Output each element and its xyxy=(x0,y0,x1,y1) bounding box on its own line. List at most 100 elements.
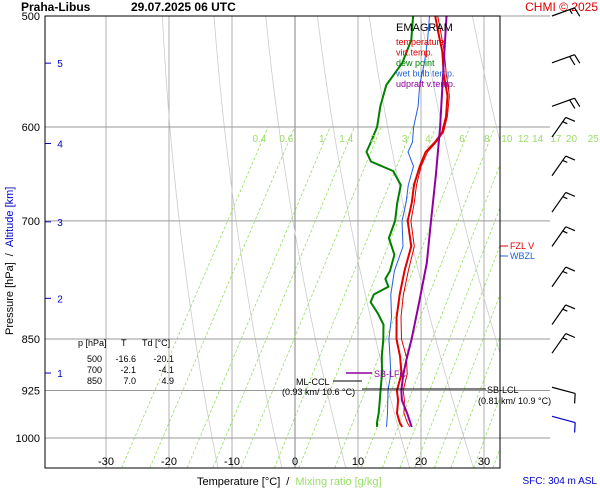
wind-barb-staff xyxy=(551,333,567,354)
pressure-tick-label: 1000 xyxy=(16,433,40,445)
mixing-ratio-tick-label: 25 xyxy=(588,134,600,145)
station-name: Praha-Libus xyxy=(21,0,91,14)
wind-barb-feather xyxy=(574,393,576,404)
wind-barb-staff xyxy=(551,54,575,64)
temperature-tick-label: 0 xyxy=(292,456,298,468)
mixing-ratio-tick-label: 2 xyxy=(370,134,376,145)
credit-label: CHMI © 2025 xyxy=(525,0,598,14)
table-cell: 4.9 xyxy=(161,376,174,386)
pressure-tick-label: 700 xyxy=(22,216,40,228)
wind-barb-staff xyxy=(551,155,567,177)
mixing-ratio-line xyxy=(212,126,355,468)
mixing-ratio-tick-label: 0.6 xyxy=(279,134,293,145)
table-header: p [hPa] xyxy=(78,338,107,348)
table-cell: -2.1 xyxy=(120,365,136,375)
profile-lines xyxy=(365,16,450,428)
mixing-ratio-line xyxy=(240,126,382,468)
plot-frame xyxy=(44,15,501,469)
dry-adiabat-line xyxy=(420,16,500,355)
wind-barb-feather xyxy=(574,7,581,17)
dry-adiabat-grid xyxy=(161,16,500,468)
mixing-ratio-tick-label: 12 xyxy=(518,134,530,145)
wind-barb-feather xyxy=(562,230,568,234)
x-axis-separator: / xyxy=(286,476,290,488)
wind-barb-feather xyxy=(565,266,576,272)
table-cell: 7.0 xyxy=(123,376,136,386)
altitude-tick-label: 4 xyxy=(57,139,63,150)
temperature-tick-label: -30 xyxy=(98,456,114,468)
table-cell: 500 xyxy=(87,354,102,364)
wind-barb-staff xyxy=(551,192,567,213)
altitude-tick-label: 1 xyxy=(57,369,63,380)
wind-barb-staff xyxy=(551,386,576,395)
mixing-ratio-tick-label: 17 xyxy=(550,134,562,145)
pressure-tick-label: 850 xyxy=(22,334,40,346)
wind-barb-feather xyxy=(569,56,576,66)
dry-adiabat-line xyxy=(316,16,410,468)
y-axis-separator: / xyxy=(4,252,16,256)
x-axis-mixing-ratio-label: Mixing ratio [g/kg] xyxy=(295,476,381,488)
pressure-tick-label: 600 xyxy=(22,122,40,134)
table-header: Td [°C] xyxy=(142,338,170,348)
mixing-ratio-tick-label: 3 xyxy=(402,134,408,145)
wind-barb-feather xyxy=(562,159,568,163)
wind-barb-feather xyxy=(569,99,576,109)
temperature-tick-label: 20 xyxy=(415,456,427,468)
altitude-tick-label: 2 xyxy=(57,294,63,305)
mixing-ratio-line xyxy=(273,126,414,468)
legend-title: EMAGRAM xyxy=(396,22,453,34)
temperature-tick-label: -10 xyxy=(224,456,240,468)
y-axis-title: Pressure [hPa] / Altitude [km] xyxy=(4,187,16,335)
temperature-tick-label: -20 xyxy=(161,456,177,468)
updraft-line xyxy=(400,16,448,428)
wind-barb-feather xyxy=(562,308,568,312)
altitude-tick-label: 5 xyxy=(57,59,63,70)
surface-label: SFC: 304 m ASL xyxy=(523,476,598,487)
wind-barb-feather xyxy=(574,422,576,433)
legend-entry: temperature xyxy=(396,37,445,47)
mixing-ratio-tick-label: 4 xyxy=(425,134,431,145)
x-axis-title: Temperature [°C] / Mixing ratio [g/kg] xyxy=(197,476,382,488)
level-table: p [hPa] T Td [°C] 500 -16.6 -20.1 700 -2.1 -4.1 8… xyxy=(78,338,174,386)
wind-barb-staff xyxy=(551,415,576,424)
temperature-line xyxy=(395,16,449,428)
wind-barb-column xyxy=(551,7,581,433)
wind-barb-staff xyxy=(551,97,575,107)
mixing-ratio-tick-label: 0.4 xyxy=(252,134,266,145)
mixing-ratio-tick-label: 20 xyxy=(566,134,578,145)
wind-barb-feather xyxy=(565,155,576,161)
wind-barb-feather xyxy=(565,191,576,197)
dry-adiabat-line xyxy=(368,16,474,468)
dry-adiabat-line xyxy=(213,16,283,468)
table-cell: -16.6 xyxy=(115,354,136,364)
mixing-ratio-line xyxy=(414,244,500,468)
mixing-ratio-line xyxy=(450,335,500,468)
wind-barb-feather xyxy=(565,116,576,122)
legend-entry: wet bulb temp. xyxy=(395,69,455,79)
wind-barb-feather xyxy=(562,337,568,341)
mixing-ratio-line xyxy=(360,126,496,468)
table-cell: 700 xyxy=(87,365,102,375)
wind-barb-feather xyxy=(574,97,581,107)
sb-lfc-label: SB-LFC xyxy=(374,369,407,379)
mixing-ratio-tick-label: 1.4 xyxy=(339,134,353,145)
sb-lcl-label: SB-LCL xyxy=(487,385,519,395)
wind-barb-staff xyxy=(551,117,567,138)
x-axis-temperature-label: Temperature [°C] xyxy=(197,476,280,488)
legend-entry: udpraft v.temp. xyxy=(396,79,455,89)
wind-barb-staff xyxy=(551,266,567,288)
mixing-ratio-grid xyxy=(121,126,500,468)
mixing-ratio-line xyxy=(399,206,500,468)
wind-barb-feather xyxy=(562,121,568,125)
table-header: T xyxy=(121,338,127,348)
wind-barb-feather xyxy=(569,9,573,15)
sounding-datetime: 29.07.2025 06 UTC xyxy=(131,0,236,14)
dry-adiabat-line xyxy=(161,16,219,468)
mixing-ratio-line xyxy=(473,396,500,468)
fzl-label: FZL V xyxy=(510,241,534,251)
mixing-ratio-tick-label: 1 xyxy=(319,134,325,145)
mixing-ratio-tick-label: 8 xyxy=(484,134,490,145)
wind-barb-feather xyxy=(565,226,576,232)
